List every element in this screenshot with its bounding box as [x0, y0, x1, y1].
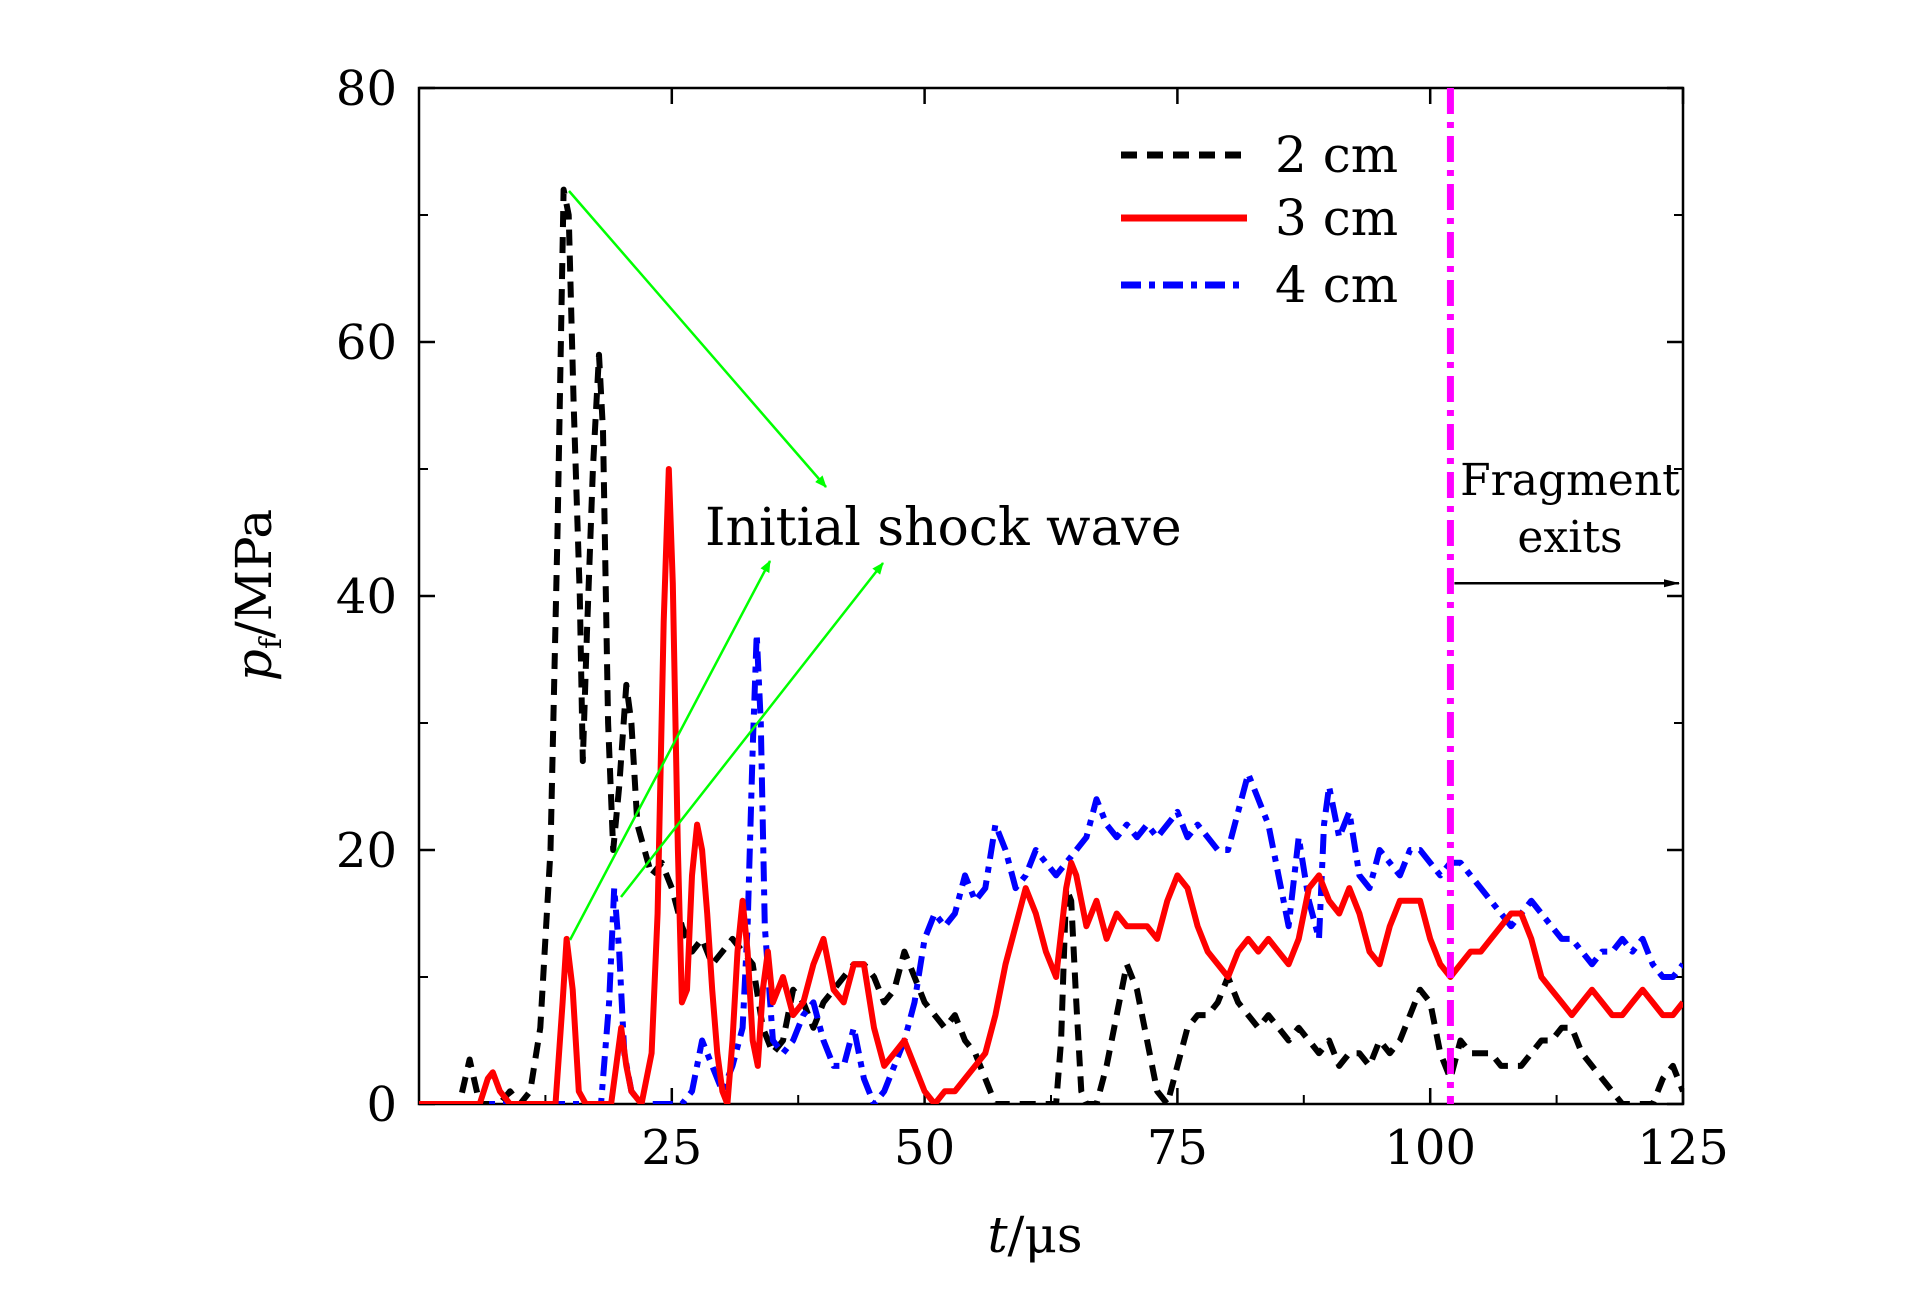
fragment-label-line2: exits	[1517, 512, 1622, 563]
legend-label-4cm: 4 cm	[1275, 256, 1398, 314]
y-tick-label-80: 80	[336, 61, 397, 117]
legend-label-3cm: 3 cm	[1275, 189, 1398, 247]
y-tick-label-20: 20	[336, 823, 397, 879]
legend-label-2cm: 2 cm	[1275, 126, 1398, 184]
y-axis-title: pf/MPa	[225, 509, 289, 681]
x-tick-label-25: 25	[641, 1120, 702, 1176]
shock-arrows	[568, 190, 884, 941]
x-tick-label-50: 50	[894, 1120, 955, 1176]
fragment-label-line1: Fragment	[1460, 455, 1680, 506]
shock-arrow-3cm	[568, 560, 772, 941]
shock-arrow-2cm	[568, 190, 827, 488]
axis-ticks: 25 50 75 100 125 0 20 40 60 80	[336, 61, 1729, 1176]
x-tick-label-75: 75	[1147, 1120, 1208, 1176]
y-tick-label-40: 40	[336, 569, 397, 625]
x-axis-title: t/μs	[987, 1206, 1082, 1264]
series-line-4cm	[419, 631, 1683, 1104]
y-tick-label-60: 60	[336, 315, 397, 371]
shock-wave-label: Initial shock wave	[705, 498, 1182, 558]
x-tick-label-100: 100	[1384, 1120, 1476, 1176]
legend: 2 cm 3 cm 4 cm	[1121, 126, 1398, 314]
series-line-2cm	[419, 186, 1683, 1104]
series-line-3cm	[419, 466, 1683, 1104]
shock-arrow-4cm	[620, 562, 884, 898]
y-tick-label-0: 0	[366, 1077, 397, 1133]
x-tick-label-125: 125	[1637, 1120, 1729, 1176]
